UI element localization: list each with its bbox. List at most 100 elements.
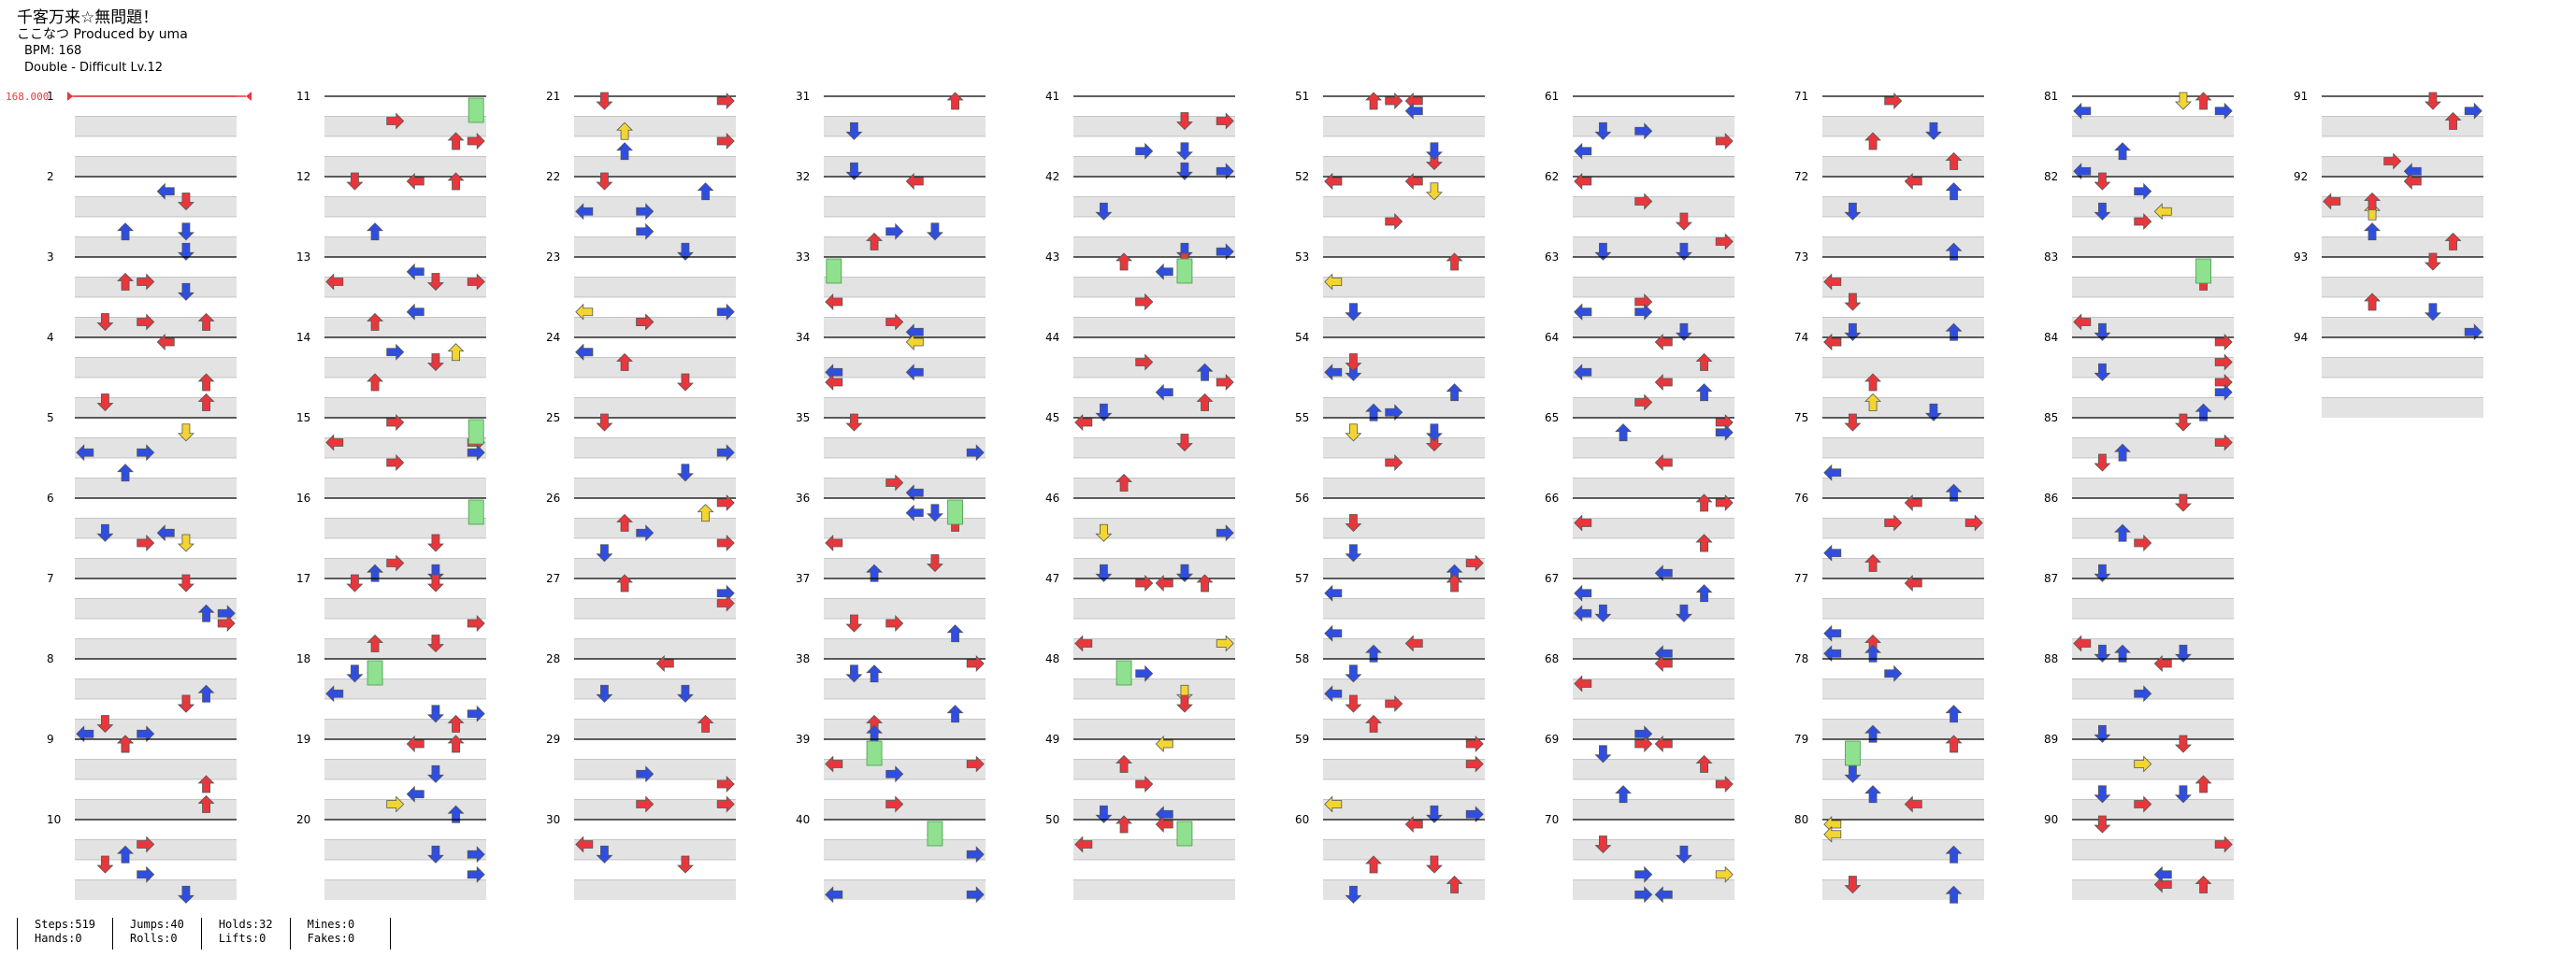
step-arrow	[1135, 776, 1154, 793]
step-arrow	[1844, 293, 1862, 311]
step-arrow	[367, 373, 384, 392]
step-arrow-shape	[1155, 263, 1173, 280]
step-arrow	[2153, 655, 2172, 672]
step-arrow	[2094, 453, 2111, 472]
step-arrow	[1574, 303, 1592, 321]
step-arrow	[1135, 664, 1154, 682]
step-arrow	[1594, 242, 1612, 261]
step-arrow-shape	[1365, 644, 1383, 663]
step-arrow	[1074, 414, 1093, 431]
step-arrow-shape	[926, 554, 943, 573]
step-arrow	[2214, 353, 2233, 371]
measure-number: 20	[296, 813, 310, 826]
step-arrow-shape	[2174, 735, 2192, 753]
stats-panel: Steps:519 Hands:0 Jumps:40 Rolls:0 Holds…	[17, 918, 391, 950]
measure-row-shade	[1573, 678, 1734, 699]
measure-number: 57	[1295, 572, 1309, 585]
measure-number: 53	[1295, 250, 1309, 264]
step-arrow-shape	[367, 312, 384, 331]
step-arrow-shape	[616, 352, 634, 371]
measure-row-shade	[75, 317, 237, 337]
step-arrow	[2094, 785, 2111, 804]
step-arrow-shape	[1904, 173, 1922, 190]
measure-row-shade	[1573, 759, 1734, 779]
measure-row-shade	[1073, 277, 1235, 297]
step-arrow-shape	[636, 765, 655, 783]
stat-lifts: Lifts:0	[218, 932, 266, 945]
measure-number: 6	[47, 492, 54, 505]
step-arrow-shape	[1216, 243, 1234, 261]
step-arrow	[177, 534, 194, 552]
step-arrow	[1196, 574, 1214, 593]
step-arrow-shape	[1446, 574, 1463, 593]
measure-number: 76	[1794, 492, 1808, 505]
step-arrow	[406, 736, 425, 752]
step-arrow-shape	[1404, 173, 1423, 190]
step-arrow-shape	[76, 725, 94, 743]
step-arrow	[137, 273, 155, 291]
measure-number: 29	[546, 733, 560, 746]
step-arrow-shape	[1324, 273, 1343, 291]
measure-row-shade	[1073, 236, 1235, 257]
step-arrow	[1345, 303, 1362, 321]
bpm-marker-right-icon	[246, 92, 252, 101]
measure-number: 63	[1545, 250, 1559, 264]
measure-row-shade	[75, 116, 237, 136]
measure-number: 80	[1794, 813, 1808, 826]
measure-row-shade	[324, 317, 486, 337]
measure-row-shade	[75, 799, 237, 820]
measure-row-shade	[2322, 116, 2483, 136]
step-arrow	[966, 886, 985, 904]
measure-row-shade	[75, 437, 237, 458]
step-arrow-shape	[1404, 635, 1423, 652]
step-arrow	[2114, 443, 2132, 462]
step-arrow	[137, 865, 155, 883]
step-arrow-shape	[1135, 664, 1154, 682]
step-arrow-shape	[117, 845, 135, 864]
hold-body	[1176, 258, 1193, 284]
step-arrow-shape	[1155, 383, 1173, 401]
stat-fakes: Fakes:0	[307, 932, 355, 945]
step-arrow-shape	[1345, 423, 1362, 442]
step-arrow	[447, 132, 465, 150]
step-arrow	[636, 524, 655, 542]
measure-row-shade	[574, 839, 736, 860]
step-arrow	[716, 776, 735, 793]
step-arrow	[575, 343, 594, 361]
step-arrow	[1864, 132, 1882, 150]
step-arrow-shape	[1324, 795, 1343, 813]
measure-number: 43	[1045, 250, 1059, 264]
step-arrow	[2195, 403, 2212, 421]
step-arrow	[386, 554, 405, 572]
measure-number: 88	[2044, 652, 2058, 665]
measure-row-shade	[75, 678, 237, 699]
step-arrow-shape	[156, 524, 175, 542]
step-arrow-shape	[616, 574, 634, 593]
measure-row-shade	[1073, 518, 1235, 538]
step-arrow	[177, 222, 194, 241]
step-arrow	[137, 444, 155, 462]
measure-row-shade	[1822, 879, 1984, 900]
measure-number: 94	[2294, 331, 2308, 344]
step-arrow	[2364, 293, 2382, 311]
step-arrow	[966, 846, 985, 864]
measure-row-shade	[1073, 116, 1235, 136]
step-arrow-shape	[1574, 303, 1592, 321]
step-arrow-shape	[1216, 112, 1234, 130]
step-arrow-shape	[1345, 303, 1362, 321]
step-arrow	[1155, 816, 1173, 833]
measure-number: 17	[296, 572, 310, 585]
step-arrow	[1945, 322, 1963, 341]
step-arrow	[1675, 845, 1692, 864]
step-arrow-shape	[447, 714, 465, 733]
step-arrow	[1324, 584, 1343, 602]
measure-number: 66	[1545, 492, 1559, 505]
measure-row-shade	[2072, 678, 2234, 699]
measure-number: 4	[47, 331, 54, 344]
step-arrow-shape	[386, 795, 405, 813]
step-arrow-shape	[616, 142, 634, 161]
measure-row-shade	[75, 839, 237, 860]
step-arrow-shape	[1074, 414, 1093, 431]
step-arrow-shape	[386, 454, 405, 471]
